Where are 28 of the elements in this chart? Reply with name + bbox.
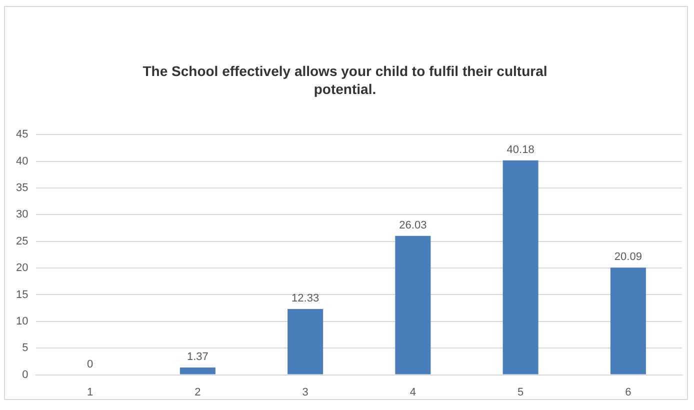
y-tick-label: 15 <box>16 288 28 301</box>
y-tick-label: 0 <box>22 368 28 381</box>
data-label: 1.37 <box>186 351 208 364</box>
x-tick-label: 4 <box>410 386 416 398</box>
x-tick-label: 6 <box>625 386 632 398</box>
data-label: 12.33 <box>292 292 320 305</box>
y-tick-label: 35 <box>16 182 28 194</box>
data-label: 26.03 <box>399 219 427 232</box>
y-tick-label: 45 <box>16 128 28 141</box>
x-tick-label: 5 <box>517 386 524 398</box>
y-tick-label: 30 <box>16 208 28 221</box>
y-tick-label: 40 <box>16 155 28 168</box>
data-label: 20.09 <box>614 251 642 264</box>
y-tick-label: 10 <box>16 315 28 328</box>
x-tick-label: 1 <box>86 386 94 398</box>
y-tick-label: 20 <box>16 262 28 274</box>
data-label: 40.18 <box>506 144 534 156</box>
bar <box>395 236 431 374</box>
bar <box>288 308 324 374</box>
x-tick-label: 3 <box>302 386 308 398</box>
y-tick-label: 25 <box>16 235 28 248</box>
bar <box>180 367 216 374</box>
bar <box>502 160 538 374</box>
bar <box>610 268 646 374</box>
x-tick-label: 2 <box>194 386 201 398</box>
data-label: 0 <box>86 358 94 370</box>
y-tick-label: 5 <box>22 342 28 354</box>
chart-title: The School effectively allows your child to fulfil their cultural potential. <box>142 62 548 98</box>
